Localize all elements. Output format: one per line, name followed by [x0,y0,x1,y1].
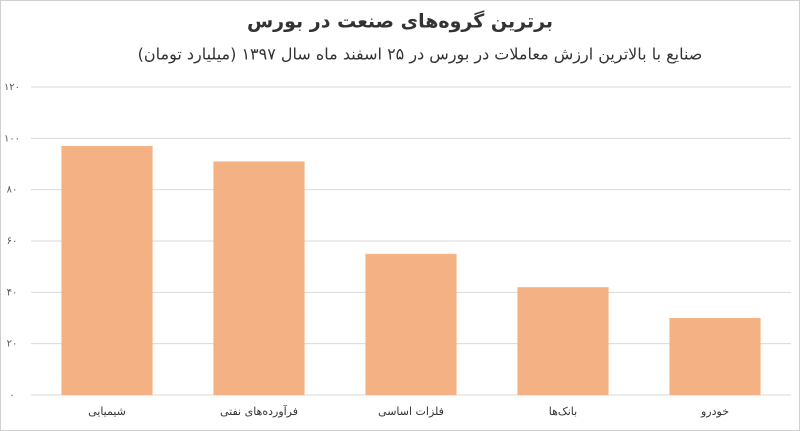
y-tick-label: ۴۰ [7,287,18,298]
y-tick-label: ۰ [9,390,14,401]
y-tick-label: ۱۲۰ [4,82,20,93]
y-tick-label: ۸۰ [7,185,18,196]
y-tick-label: ۱۰۰ [4,133,20,144]
bar [669,318,761,395]
y-tick-label: ۲۰ [7,339,18,350]
bar [213,161,305,395]
chart-title: برترین گروه‌های صنعت در بورس [247,10,553,33]
x-tick-label: بانک‌ها [549,405,577,418]
bar [517,287,609,395]
chart-subtitle: صنایع با بالاترین ارزش معاملات در بورس د… [138,45,703,65]
x-tick-label: شیمیایی [88,405,126,418]
bar [365,253,457,395]
y-tick-label: ۶۰ [7,236,18,247]
x-tick-label: فرآورده‌های نفتی [220,404,298,418]
bar [61,146,153,395]
x-tick-label: خودرو [700,405,729,418]
x-tick-label: فلزات اساسی [378,405,444,418]
